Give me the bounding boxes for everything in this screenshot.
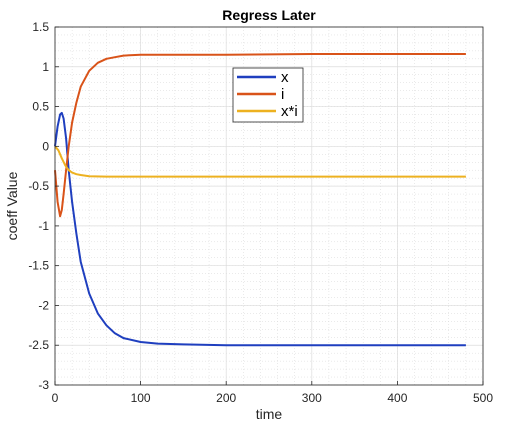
x-tick-label: 100	[131, 391, 151, 405]
y-tick-label: 0	[42, 139, 49, 153]
y-tick-label: -0.5	[28, 179, 49, 193]
y-tick-label: -3	[38, 378, 49, 392]
y-axis-label: coeff Value	[4, 171, 20, 240]
plot-frame	[54, 26, 484, 386]
y-tick-label: -2	[38, 298, 49, 312]
legend-label: i	[281, 86, 284, 103]
y-tick-label: 0.5	[32, 100, 49, 114]
series-line-x	[54, 111, 466, 347]
x-axis-label: time	[256, 406, 283, 422]
x-tick-label: 0	[52, 391, 59, 405]
y-tick-label: 1.5	[32, 20, 49, 34]
y-tick-label: 1	[42, 60, 49, 74]
y-axis-ticks: -3 -2.5 -2 -1.5 -1 -0.5 0 0.5 1 1.5	[28, 20, 59, 392]
x-tick-label: 300	[302, 391, 322, 405]
x-tick-label: 400	[387, 391, 407, 405]
x-tick-label: 200	[216, 391, 236, 405]
y-tick-label: -1.5	[28, 259, 49, 273]
x-tick-label: 500	[473, 391, 493, 405]
y-tick-label: -2.5	[28, 338, 49, 352]
series-layer	[54, 53, 466, 347]
legend-label: x*i	[281, 103, 298, 120]
legend-label: x	[281, 69, 289, 86]
legend: xix*i	[232, 67, 304, 123]
y-tick-label: -1	[38, 219, 49, 233]
chart-title: Regress Later	[222, 7, 316, 23]
x-axis-ticks: 0 100 200 300 400 500	[52, 381, 493, 405]
series-line-i	[54, 53, 466, 218]
series-line-x-i	[54, 145, 466, 178]
